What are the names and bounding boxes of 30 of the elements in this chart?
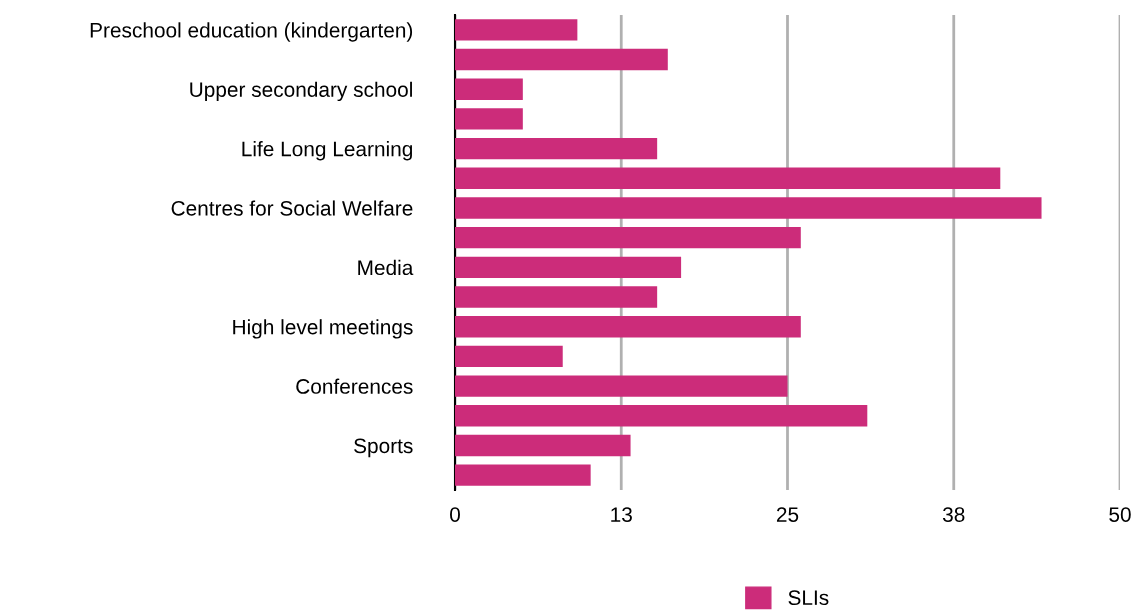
bar: [455, 256, 682, 279]
x-tick-label: 0: [450, 507, 460, 522]
bar: [455, 375, 788, 397]
bar: [455, 197, 1042, 219]
bar: [455, 464, 591, 486]
bar: [455, 345, 563, 368]
x-tick-label: 13: [611, 507, 632, 522]
bar: [455, 137, 658, 160]
y-tick-label: Sports: [354, 438, 413, 458]
y-tick-label: Conferences: [296, 378, 413, 394]
x-tick-label: 25: [776, 507, 799, 522]
bar: [455, 167, 1001, 189]
y-tick-label: Centres for Social Welfare: [171, 200, 413, 216]
bar: [455, 286, 658, 308]
x-tick-label: 38: [942, 507, 965, 522]
legend-label: SLIs: [788, 590, 829, 606]
y-tick-label: Media: [358, 259, 414, 276]
y-tick-label: Preschool education (kindergarten): [90, 22, 413, 42]
bar: [455, 316, 801, 338]
bar: [455, 226, 801, 249]
bar: [455, 108, 523, 130]
bar: [455, 48, 668, 71]
bar: [455, 19, 578, 41]
bar: [455, 434, 631, 457]
y-tick-label: High level meetings: [233, 319, 413, 339]
x-tick-label: 50: [1109, 507, 1131, 522]
bar: [455, 405, 868, 427]
y-tick-label: Upper secondary school: [190, 81, 412, 102]
bar: [455, 78, 523, 100]
y-tick-label: Life Long Learning: [242, 141, 413, 161]
